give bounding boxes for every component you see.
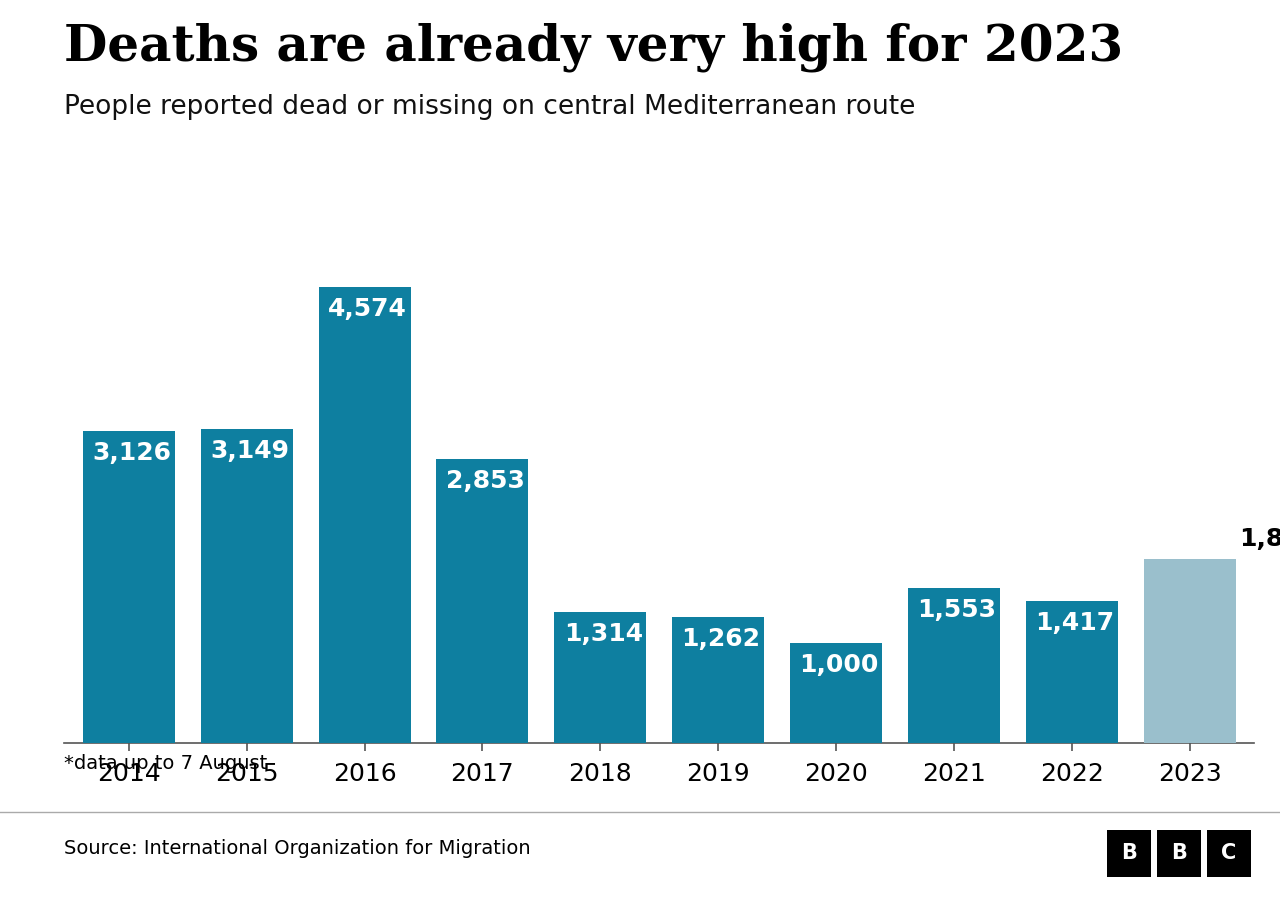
Bar <box>83 431 175 742</box>
Text: Source: International Organization for Migration: Source: International Organization for M… <box>64 839 531 858</box>
Bar <box>319 287 411 742</box>
Bar <box>908 588 1000 742</box>
Text: 3,149: 3,149 <box>210 439 289 464</box>
Bar <box>672 616 764 742</box>
Text: 1,848*: 1,848* <box>1239 526 1280 551</box>
Text: C: C <box>1221 843 1236 863</box>
Text: 1,262: 1,262 <box>681 627 760 651</box>
Text: 3,126: 3,126 <box>92 441 172 465</box>
Text: *data up to 7 August: *data up to 7 August <box>64 754 268 773</box>
Text: Deaths are already very high for 2023: Deaths are already very high for 2023 <box>64 22 1124 72</box>
Bar <box>790 643 882 742</box>
Text: B: B <box>1121 843 1137 863</box>
Bar <box>1143 559 1235 742</box>
Text: People reported dead or missing on central Mediterranean route: People reported dead or missing on centr… <box>64 94 915 121</box>
Text: 1,417: 1,417 <box>1036 611 1115 635</box>
Bar <box>554 612 646 742</box>
Text: 1,553: 1,553 <box>918 598 996 622</box>
Bar <box>1025 601 1117 742</box>
Text: 1,000: 1,000 <box>800 652 879 677</box>
Text: 4,574: 4,574 <box>328 297 407 321</box>
Bar <box>436 459 529 742</box>
Text: 1,314: 1,314 <box>563 622 643 645</box>
Text: 2,853: 2,853 <box>445 469 525 492</box>
Text: B: B <box>1171 843 1187 863</box>
Bar <box>201 429 293 742</box>
